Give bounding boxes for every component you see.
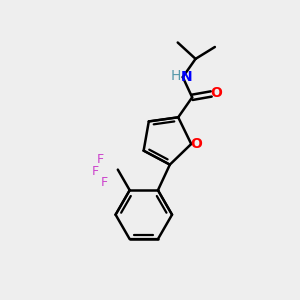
Text: H: H xyxy=(171,69,181,83)
Text: F: F xyxy=(96,153,103,166)
Text: F: F xyxy=(92,165,99,178)
Text: N: N xyxy=(181,70,192,84)
Text: O: O xyxy=(190,137,202,151)
Text: O: O xyxy=(211,86,223,100)
Text: F: F xyxy=(101,176,108,190)
